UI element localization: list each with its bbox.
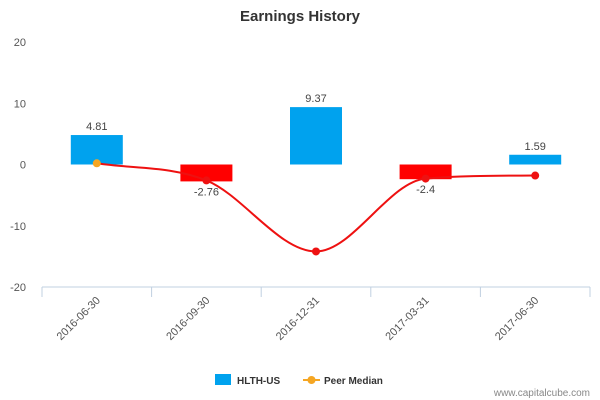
y-tick-label: 10	[14, 98, 26, 110]
chart-title: Earnings History	[240, 8, 361, 25]
peer-median-point	[421, 174, 430, 183]
peer-median-point	[312, 247, 320, 256]
legend-swatch-median-marker	[307, 376, 316, 384]
peer-median-point	[202, 176, 211, 185]
data-label: -2.4	[416, 184, 435, 196]
bar	[399, 164, 452, 180]
data-label: -2.76	[194, 186, 219, 198]
legend-swatch-hlth	[215, 374, 231, 385]
peer-median-line	[96, 162, 536, 253]
x-tick-label: 2017-03-31	[383, 295, 431, 343]
credit-text: www.capitalcube.com	[493, 388, 590, 399]
y-tick-label: 20	[14, 37, 26, 49]
y-axis: 20 10 0 -10 -20	[10, 37, 26, 294]
x-tick-label: 2017-06-30	[493, 295, 541, 343]
y-tick-label: -20	[10, 282, 26, 294]
data-label: 1.59	[524, 141, 545, 153]
peer-median-point	[92, 159, 101, 168]
legend-label-hlth: HLTH-US	[237, 376, 280, 387]
peer-median-series	[92, 159, 540, 256]
y-tick-label: 0	[20, 160, 26, 172]
data-label: 9.37	[305, 93, 326, 105]
legend-label-median: Peer Median	[324, 376, 383, 387]
bar	[290, 107, 342, 165]
bar-series	[70, 107, 562, 182]
x-tick-label: 2016-12-31	[274, 295, 322, 343]
bar	[180, 164, 233, 182]
x-axis: 2016-06-30 2016-09-30 2016-12-31 2017-03-31…	[41, 286, 591, 343]
data-label: 4.81	[86, 121, 107, 133]
legend: HLTH-US Peer Median	[215, 374, 383, 387]
peer-median-point	[531, 171, 540, 180]
x-tick-label: 2016-09-30	[164, 295, 212, 343]
y-tick-label: -10	[10, 221, 26, 233]
x-tick-label: 2016-06-30	[55, 295, 103, 343]
data-labels: 4.81 -2.76 9.37 -2.4 1.59	[86, 93, 546, 198]
bar	[509, 154, 562, 165]
